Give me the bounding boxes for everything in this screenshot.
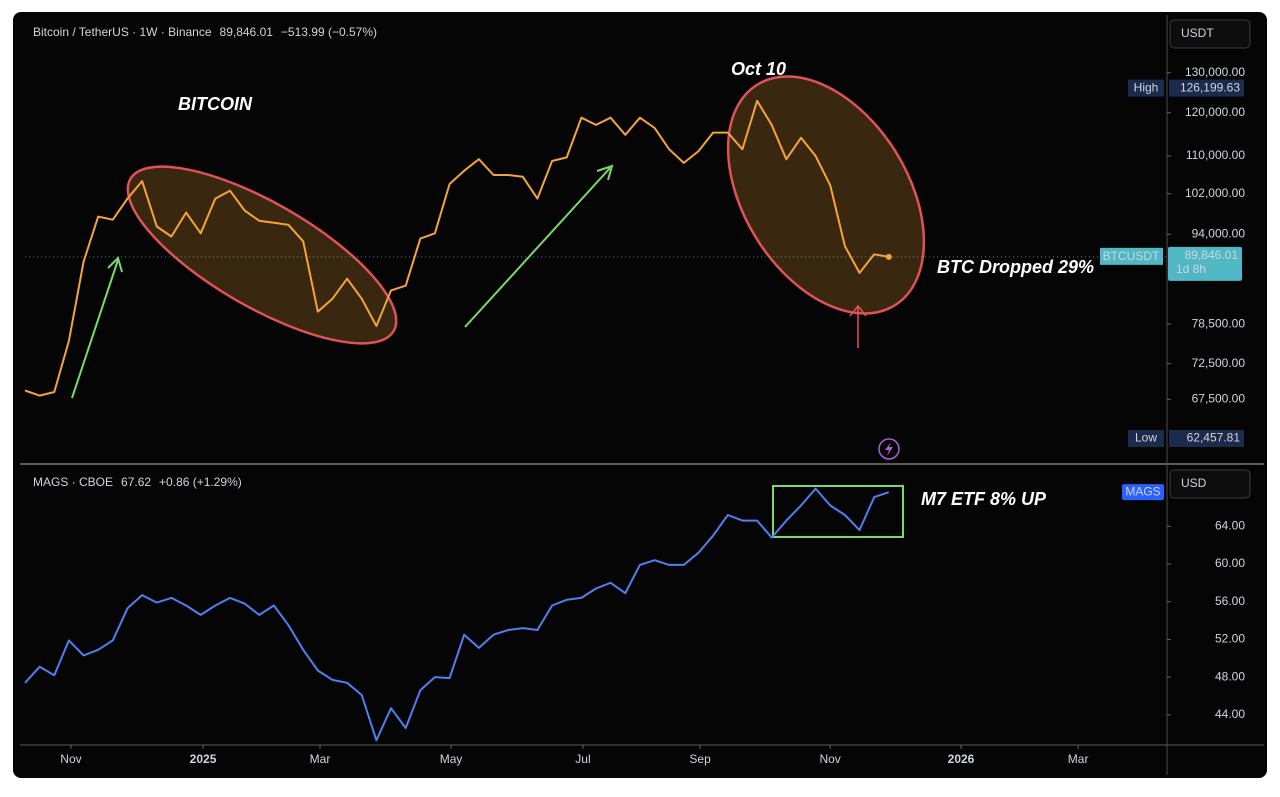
y-tick-label: 56.00 bbox=[1215, 594, 1245, 608]
y-tick-label: 130,000.00 bbox=[1185, 65, 1245, 79]
last-price-name: MAGS bbox=[1125, 484, 1160, 498]
y-tick-label: 78,500.00 bbox=[1192, 316, 1246, 330]
low-name-box bbox=[1128, 429, 1164, 447]
y-tick-label: 102,000.00 bbox=[1185, 186, 1245, 200]
annotation: Oct 10 bbox=[731, 59, 786, 79]
y-tick-label: 120,000.00 bbox=[1185, 105, 1245, 119]
currency-label: USDT bbox=[1181, 26, 1214, 40]
y-tick-label: 48.00 bbox=[1215, 669, 1245, 683]
annotation: BTC Dropped 29% bbox=[937, 257, 1094, 277]
x-tick-label: May bbox=[440, 752, 463, 766]
x-tick-label: 2025 bbox=[190, 752, 217, 766]
x-tick-label: Jul bbox=[575, 752, 590, 766]
last-price-value: 89,846.01 bbox=[1185, 248, 1239, 262]
highlight-ellipse bbox=[126, 165, 398, 345]
arrow bbox=[464, 164, 614, 328]
high-name-box bbox=[1128, 79, 1164, 97]
y-tick-label: 64.00 bbox=[1215, 518, 1245, 532]
alert-icon-bolt bbox=[885, 442, 893, 456]
currency-button[interactable] bbox=[1169, 469, 1251, 499]
y-tick-label: 94,000.00 bbox=[1192, 227, 1246, 241]
y-tick-label: 44.00 bbox=[1215, 707, 1245, 721]
y-tick-label: 72,500.00 bbox=[1192, 356, 1246, 370]
low-value-box bbox=[1169, 429, 1244, 447]
last-point bbox=[885, 253, 892, 260]
last-price: 67.62 bbox=[121, 475, 151, 489]
x-tick-label: Nov bbox=[819, 752, 840, 766]
annotation: BITCOIN bbox=[178, 94, 253, 114]
x-tick-label: Mar bbox=[310, 752, 331, 766]
currency-button[interactable] bbox=[1169, 19, 1251, 49]
price-change: −513.99 (−0.57%) bbox=[281, 25, 377, 39]
last-price-value-box bbox=[1168, 246, 1242, 281]
x-tick-label: Nov bbox=[60, 752, 81, 766]
background bbox=[13, 12, 1267, 778]
arrow bbox=[71, 256, 123, 399]
price-change: +0.86 (+1.29%) bbox=[159, 475, 242, 489]
x-tick-label: 2026 bbox=[948, 752, 975, 766]
last-price-name-box bbox=[1122, 484, 1164, 501]
price-line bbox=[24, 99, 889, 397]
high-value-box bbox=[1169, 79, 1244, 97]
currency-label: USD bbox=[1181, 476, 1207, 490]
y-tick-label: 52.00 bbox=[1215, 632, 1245, 646]
price-line bbox=[24, 487, 890, 742]
highlight-box bbox=[772, 485, 904, 538]
arrow bbox=[849, 304, 867, 348]
annotation: M7 ETF 8% UP bbox=[921, 489, 1047, 509]
high-name: High bbox=[1134, 80, 1159, 94]
y-tick-label: 67,500.00 bbox=[1192, 391, 1246, 405]
last-price: 89,846.01 bbox=[220, 25, 274, 39]
x-tick-label: Mar bbox=[1068, 752, 1089, 766]
x-tick-label: Sep bbox=[689, 752, 711, 766]
y-tick-label: 110,000.00 bbox=[1186, 148, 1245, 162]
chart-title: MAGS · CBOE bbox=[33, 475, 113, 489]
y-tick-label: 60.00 bbox=[1215, 556, 1245, 570]
low-name: Low bbox=[1135, 431, 1157, 445]
high-value: 126,199.63 bbox=[1180, 80, 1240, 94]
last-price-name: BTCUSDT bbox=[1103, 249, 1160, 263]
alert-icon[interactable] bbox=[878, 438, 900, 460]
low-value: 62,457.81 bbox=[1187, 431, 1241, 445]
last-price-name-box bbox=[1100, 247, 1163, 265]
chart-title: Bitcoin / TetherUS · 1W · Binance bbox=[33, 25, 212, 39]
countdown: 1d 8h bbox=[1176, 262, 1206, 276]
